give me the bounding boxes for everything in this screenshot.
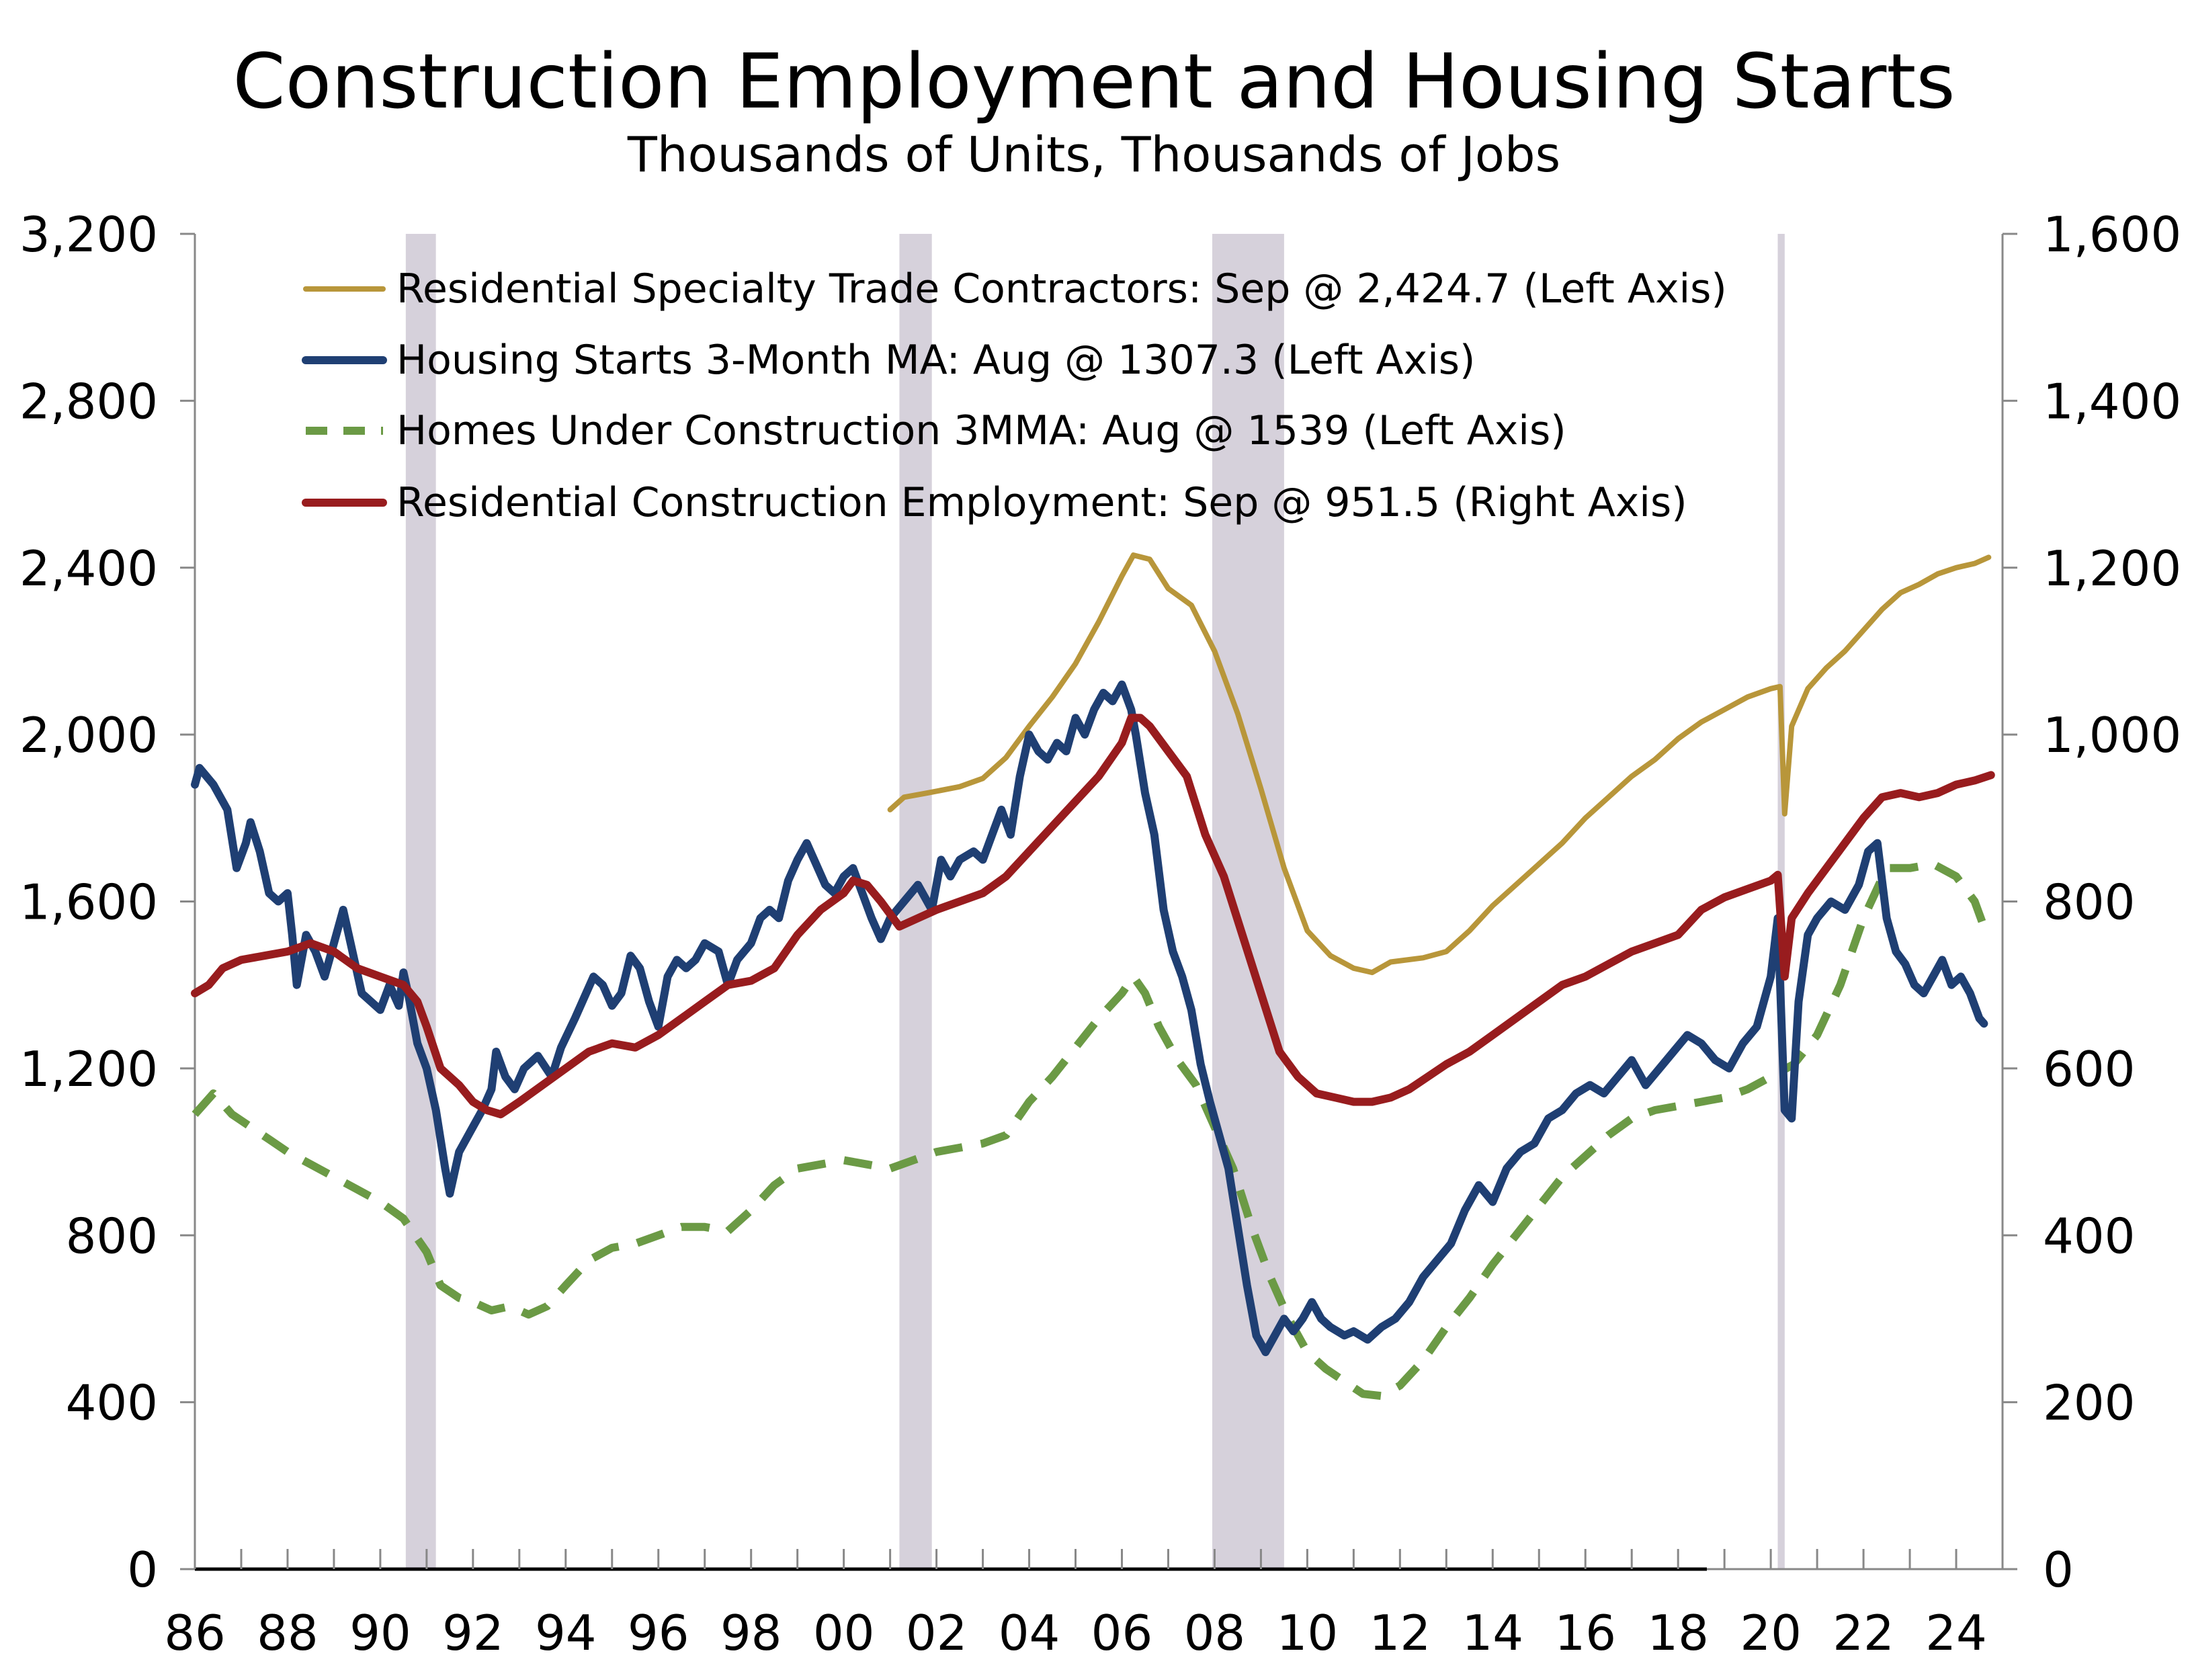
series-line-3 — [191, 714, 1995, 1119]
series-line-0 — [887, 552, 1992, 976]
x-tick-label: 12 — [1370, 1605, 1431, 1661]
y-right-tick-label: 0 — [2043, 1542, 2074, 1598]
y-left-tick-label: 3,200 — [19, 206, 158, 263]
y-left-tick-label: 2,000 — [19, 707, 158, 763]
recession-band-0 — [405, 234, 436, 1569]
y-right-tick-label: 600 — [2043, 1041, 2135, 1097]
legend-label-0: Residential Specialty Trade Contractors:… — [396, 265, 1727, 312]
x-tick-label: 14 — [1462, 1605, 1523, 1661]
x-tick-label: 98 — [720, 1605, 782, 1661]
axes: 04008001,2001,6002,0002,4002,8003,200020… — [19, 206, 2181, 1661]
x-tick-label: 18 — [1647, 1605, 1709, 1661]
legend: Residential Specialty Trade Contractors:… — [302, 265, 1727, 526]
y-right-tick-label: 400 — [2043, 1208, 2135, 1264]
x-tick-label: 94 — [535, 1605, 597, 1661]
y-left-tick-label: 0 — [127, 1542, 158, 1598]
y-right-tick-label: 200 — [2043, 1375, 2135, 1431]
y-left-tick-label: 1,600 — [19, 874, 158, 931]
y-right-tick-label: 800 — [2043, 874, 2135, 931]
x-tick-label: 22 — [1833, 1605, 1894, 1661]
x-tick-label: 06 — [1091, 1605, 1153, 1661]
chart-subtitle: Thousands of Units, Thousands of Jobs — [627, 126, 1560, 183]
x-tick-label: 00 — [813, 1605, 875, 1661]
x-tick-label: 02 — [906, 1605, 968, 1661]
y-right-tick-label: 1,000 — [2043, 707, 2181, 763]
x-tick-label: 08 — [1184, 1605, 1246, 1661]
y-left-tick-label: 800 — [66, 1208, 158, 1264]
series-lines — [191, 552, 1995, 1400]
x-tick-label: 04 — [999, 1605, 1060, 1661]
chart-title: Construction Employment and Housing Star… — [233, 38, 1955, 126]
x-tick-label: 10 — [1277, 1605, 1339, 1661]
legend-label-1: Housing Starts 3-Month MA: Aug @ 1307.3 … — [396, 337, 1475, 384]
x-tick-label: 88 — [257, 1605, 319, 1661]
x-tick-label: 20 — [1740, 1605, 1802, 1661]
x-tick-label: 96 — [628, 1605, 689, 1661]
x-tick-label: 24 — [1925, 1605, 1987, 1661]
legend-label-2: Homes Under Construction 3MMA: Aug @ 153… — [396, 407, 1566, 454]
x-tick-label: 90 — [349, 1605, 411, 1661]
y-left-tick-label: 2,400 — [19, 540, 158, 597]
legend-label-3: Residential Construction Employment: Sep… — [396, 479, 1687, 526]
series-line-1 — [191, 680, 1988, 1357]
y-right-tick-label: 1,200 — [2043, 540, 2181, 597]
y-left-tick-label: 1,200 — [19, 1041, 158, 1097]
x-tick-label: 16 — [1554, 1605, 1616, 1661]
y-left-tick-label: 2,800 — [19, 373, 158, 429]
x-tick-label: 86 — [164, 1605, 226, 1661]
x-tick-label: 92 — [442, 1605, 504, 1661]
y-right-tick-label: 1,400 — [2043, 373, 2181, 429]
series-line-2 — [192, 859, 1988, 1400]
y-right-tick-label: 1,600 — [2043, 206, 2181, 263]
y-left-tick-label: 400 — [66, 1375, 158, 1431]
